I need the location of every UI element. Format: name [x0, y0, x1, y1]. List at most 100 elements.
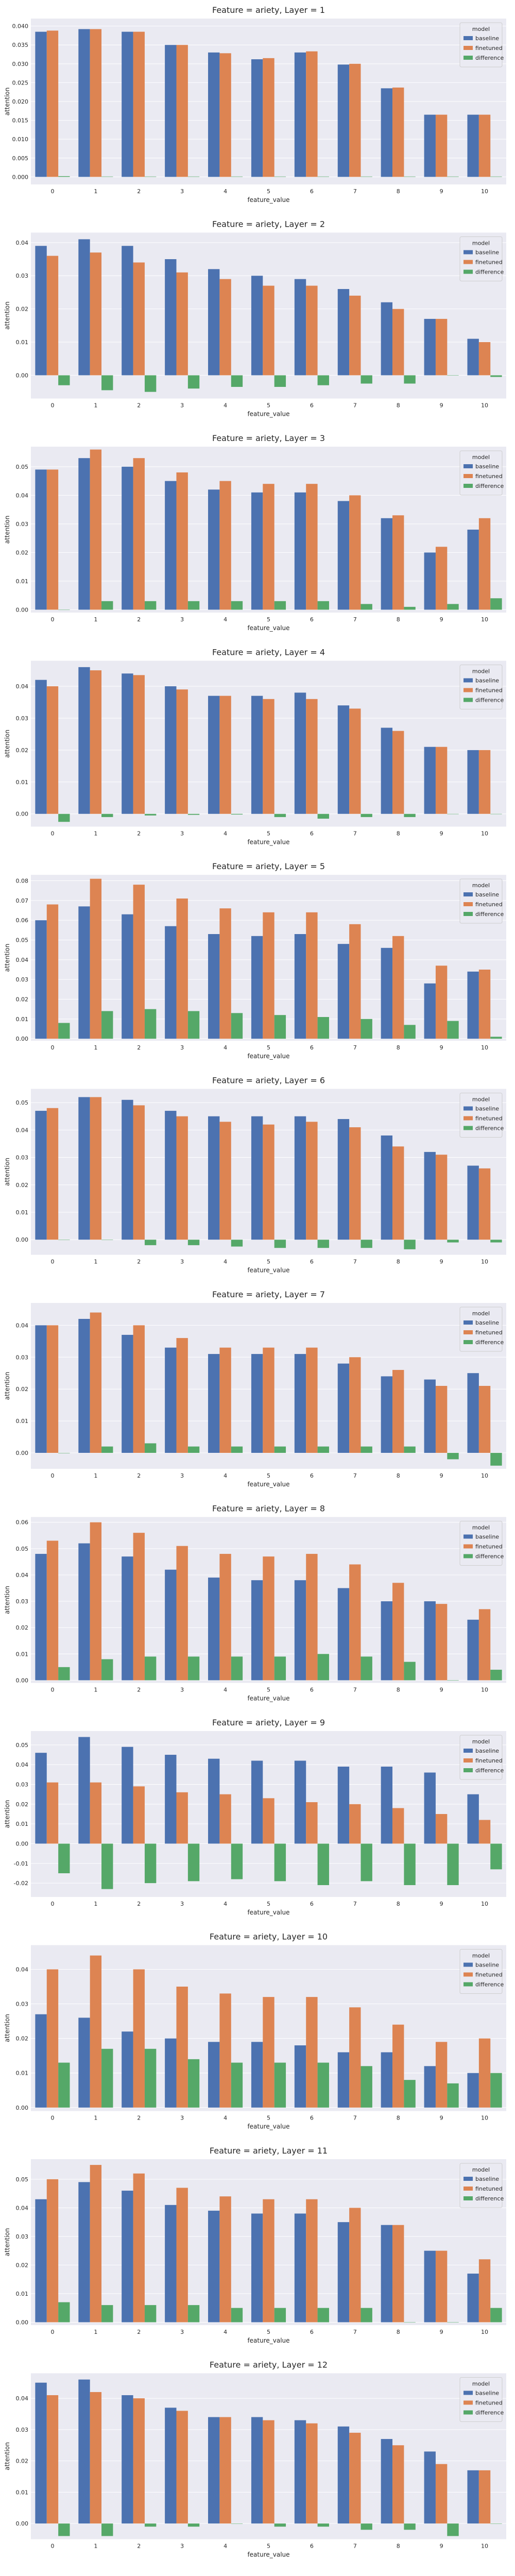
x-tick-label: 3: [180, 188, 184, 195]
y-tick-label: 0.040: [12, 23, 29, 30]
x-tick-label: 4: [224, 2543, 227, 2550]
bar-finetuned: [133, 1325, 145, 1453]
y-tick-label: 0.020: [12, 98, 29, 105]
bar-finetuned: [46, 256, 59, 376]
x-tick-label: 8: [397, 616, 400, 623]
legend-swatch-finetuned: [464, 2187, 473, 2191]
legend-entry-finetuned: finetuned: [475, 473, 503, 480]
bar-baseline: [251, 936, 263, 1039]
chart-panel: Feature = ariety, Layer = 8 0.00 0.01 0.02 0…: [4, 1504, 506, 1702]
x-tick-label: 4: [224, 1472, 227, 1479]
legend-entry-baseline: baseline: [475, 677, 499, 684]
bar-finetuned: [263, 2420, 274, 2524]
legend-entry-baseline: baseline: [475, 1748, 499, 1754]
bar-finetuned: [46, 469, 59, 610]
bar-difference: [58, 814, 70, 822]
bar-finetuned: [435, 1604, 448, 1681]
bar-difference: [187, 601, 200, 610]
bar-difference: [58, 176, 70, 177]
bar-baseline: [424, 114, 436, 177]
bar-baseline: [424, 1772, 436, 1844]
bar-baseline: [78, 1318, 90, 1453]
bar-finetuned: [176, 2188, 188, 2323]
y-axis-label: attention: [4, 944, 11, 972]
bar-finetuned: [176, 1546, 188, 1681]
x-tick-label: 7: [353, 2543, 357, 2550]
legend-entry-difference: difference: [475, 1125, 504, 1132]
y-tick-label: 0.02: [16, 2036, 29, 2042]
bar-difference: [274, 2523, 286, 2527]
bar-difference: [58, 1667, 70, 1681]
bar-difference: [360, 1240, 372, 1248]
bar-finetuned: [392, 309, 404, 376]
bar-finetuned: [176, 272, 188, 376]
bar-baseline: [294, 492, 306, 610]
legend-swatch-baseline: [464, 1962, 473, 1967]
legend-swatch-finetuned: [464, 260, 473, 264]
x-tick-label: 8: [397, 2543, 400, 2550]
bar-baseline: [424, 2066, 436, 2108]
bar-finetuned: [46, 2179, 59, 2323]
x-tick-label: 0: [50, 1472, 54, 1479]
x-tick-label: 1: [94, 1901, 97, 1907]
legend-entry-difference: difference: [475, 2195, 504, 2202]
x-tick-label: 8: [397, 188, 400, 195]
legend-swatch-finetuned: [464, 46, 473, 50]
bar-finetuned: [176, 1987, 188, 2108]
bar-baseline: [35, 1325, 47, 1453]
legend-title: model: [472, 2381, 490, 2387]
x-tick-label: 5: [267, 1259, 270, 1265]
bar-difference: [187, 1446, 200, 1453]
bar-difference: [231, 601, 243, 610]
bar-difference: [58, 1843, 70, 1873]
bar-difference: [490, 1037, 502, 1039]
bar-baseline: [294, 1760, 306, 1844]
bar-difference: [360, 2066, 372, 2108]
bar-baseline: [165, 1111, 177, 1240]
legend: model baseline finetuned difference: [459, 22, 504, 67]
x-tick-label: 4: [224, 831, 227, 837]
x-tick-label: 0: [50, 402, 54, 409]
bar-baseline: [122, 1334, 133, 1453]
bar-finetuned: [263, 699, 274, 814]
legend-title: model: [472, 26, 490, 32]
bar-difference: [490, 1843, 502, 1870]
legend-swatch-difference: [464, 1340, 473, 1344]
bar-difference: [447, 375, 459, 376]
bar-baseline: [78, 2018, 90, 2108]
chart-panel: Feature = ariety, Layer = 3 0.00 0.01 0.02 0…: [4, 433, 506, 632]
bar-baseline: [294, 279, 306, 376]
bar-baseline: [337, 1767, 350, 1844]
x-tick-label: 3: [180, 1472, 184, 1479]
x-tick-label: 10: [481, 1472, 488, 1479]
x-tick-label: 5: [267, 402, 270, 409]
bar-difference: [101, 2305, 113, 2323]
x-tick-label: 10: [481, 2543, 488, 2550]
x-tick-label: 7: [353, 831, 357, 837]
bar-baseline: [208, 1578, 220, 1681]
y-tick-label: 0.03: [16, 2001, 29, 2008]
bar-finetuned: [90, 449, 102, 610]
x-tick-label: 8: [397, 831, 400, 837]
y-tick-label: 0.00: [16, 372, 29, 379]
legend-swatch-difference: [464, 912, 473, 916]
y-tick-label: 0.04: [16, 2395, 29, 2402]
y-tick-label: 0.025: [12, 79, 29, 86]
bar-finetuned: [133, 1786, 145, 1844]
x-tick-label: 1: [94, 1259, 97, 1265]
bar-baseline: [165, 926, 177, 1039]
bar-difference: [360, 1446, 372, 1453]
bar-finetuned: [176, 1116, 188, 1240]
y-tick-label: 0.04: [16, 240, 29, 246]
bar-finetuned: [478, 1168, 491, 1240]
bar-difference: [274, 1015, 286, 1039]
y-tick-label: 0.035: [12, 42, 29, 48]
bar-baseline: [208, 2417, 220, 2524]
bar-difference: [231, 1656, 243, 1681]
bar-finetuned: [349, 2007, 361, 2108]
bar-baseline: [467, 2073, 479, 2108]
bar-finetuned: [392, 87, 404, 177]
bar-baseline: [251, 59, 263, 177]
bar-difference: [404, 2322, 416, 2323]
chart-title: Feature = ariety, Layer = 1: [212, 5, 325, 15]
